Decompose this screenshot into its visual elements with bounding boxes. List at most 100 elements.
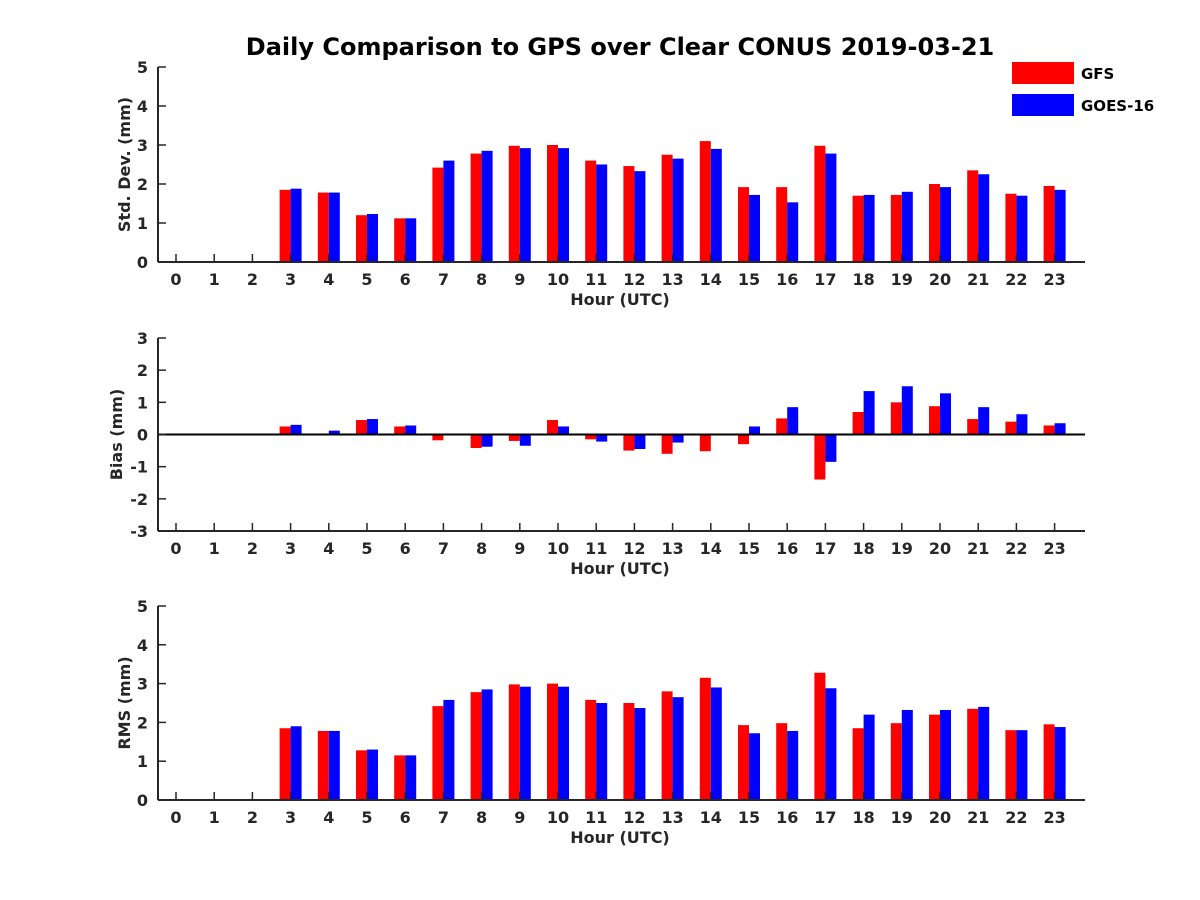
- rms-x-tick-label: 5: [361, 808, 372, 827]
- bias-bar-goes16-hour-9: [519, 434, 531, 446]
- rms-x-tick-label: 9: [514, 808, 525, 827]
- rms-bar-goes16-hour-4: [328, 730, 340, 800]
- std-bar-gfs-hour-6: [394, 218, 406, 262]
- rms-bar-goes16-hour-5: [367, 749, 378, 800]
- bias-x-tick-label: 16: [776, 539, 798, 558]
- bias-x-tick-label: 3: [285, 539, 296, 558]
- std-x-tick-label: 18: [852, 270, 874, 289]
- bias-bar-gfs-hour-13: [661, 434, 673, 454]
- bias-bar-gfs-hour-12: [623, 434, 635, 451]
- rms-bar-gfs-hour-18: [852, 728, 864, 800]
- bias-bar-goes16-hour-11: [596, 434, 608, 442]
- std-x-tick-label: 9: [514, 270, 525, 289]
- std-bar-goes16-hour-11: [596, 164, 608, 262]
- rms-x-tick-label: 22: [1005, 808, 1027, 827]
- rms-bar-gfs-hour-23: [1043, 724, 1055, 800]
- std-x-tick-label: 7: [438, 270, 449, 289]
- rms-bar-goes16-hour-7: [443, 699, 455, 800]
- rms-bar-goes16-hour-23: [1054, 727, 1066, 800]
- std-bar-gfs-hour-5: [356, 215, 367, 262]
- std-x-tick-label: 0: [170, 270, 181, 289]
- rms-bar-gfs-hour-17: [814, 672, 826, 800]
- std-x-tick-label: 23: [1043, 270, 1065, 289]
- bias-x-tick-label: 22: [1005, 539, 1027, 558]
- std-x-axis-label: Hour (UTC): [570, 290, 670, 309]
- bias-bar-goes16-hour-15: [749, 426, 760, 435]
- bias-y-tick-label: 0: [137, 426, 148, 445]
- bias-bar-goes16-hour-23: [1054, 423, 1066, 435]
- std-bar-goes16-hour-13: [672, 158, 684, 262]
- std-bar-gfs-hour-10: [547, 145, 558, 262]
- rms-bar-goes16-hour-20: [940, 709, 951, 800]
- bias-bar-gfs-hour-7: [432, 434, 444, 441]
- rms-bar-gfs-hour-15: [738, 725, 749, 800]
- rms-bar-goes16-hour-19: [901, 709, 913, 800]
- bias-bar-gfs-hour-18: [852, 411, 864, 435]
- bias-x-tick-label: 10: [547, 539, 569, 558]
- bias-bar-goes16-hour-22: [1016, 414, 1028, 435]
- bias-x-tick-label: 19: [891, 539, 913, 558]
- bias-y-tick-label: 1: [137, 393, 148, 412]
- std-bar-gfs-hour-8: [470, 153, 482, 262]
- std-x-tick-label: 16: [776, 270, 798, 289]
- bias-bar-goes16-hour-19: [901, 386, 913, 435]
- bias-bar-gfs-hour-3: [279, 426, 291, 435]
- rms-x-tick-label: 10: [547, 808, 569, 827]
- rms-x-axis-label: Hour (UTC): [570, 828, 670, 847]
- rms-y-axis-label: RMS (mm): [115, 656, 134, 749]
- std-bar-goes16-hour-3: [290, 188, 302, 262]
- std-y-tick-label: 2: [137, 175, 148, 194]
- std-y-tick-label: 3: [137, 136, 148, 155]
- std-bar-goes16-hour-16: [787, 202, 799, 262]
- rms-x-tick-label: 18: [852, 808, 874, 827]
- std-bar-gfs-hour-17: [814, 145, 826, 262]
- rms-y-tick-label: 0: [137, 791, 148, 810]
- rms-bar-goes16-hour-22: [1016, 730, 1028, 800]
- std-bar-goes16-hour-18: [863, 194, 875, 262]
- rms-bar-goes16-hour-11: [596, 703, 608, 800]
- rms-bar-goes16-hour-3: [290, 726, 302, 800]
- bias-bar-gfs-hour-11: [585, 434, 597, 440]
- rms-x-tick-label: 16: [776, 808, 798, 827]
- std-bar-goes16-hour-19: [901, 191, 913, 262]
- rms-bar-goes16-hour-15: [749, 733, 760, 800]
- rms-bar-gfs-hour-12: [623, 703, 635, 800]
- rms-bar-goes16-hour-13: [672, 697, 684, 800]
- legend-swatch-gfs: [1012, 62, 1074, 84]
- rms-bar-gfs-hour-13: [661, 691, 673, 800]
- std-x-tick-label: 12: [623, 270, 645, 289]
- rms-y-tick-label: 2: [137, 713, 148, 732]
- rms-bar-goes16-hour-21: [978, 706, 990, 800]
- std-bar-gfs-hour-15: [738, 187, 749, 262]
- std-bar-gfs-hour-23: [1043, 185, 1055, 262]
- bias-bar-gfs-hour-8: [470, 434, 482, 449]
- bias-bar-gfs-hour-6: [394, 426, 406, 435]
- std-bar-goes16-hour-8: [481, 150, 493, 262]
- std-bar-goes16-hour-12: [634, 171, 646, 262]
- bias-x-tick-label: 15: [738, 539, 760, 558]
- std-x-tick-label: 13: [661, 270, 683, 289]
- std-x-tick-label: 22: [1005, 270, 1027, 289]
- rms-bar-goes16-hour-6: [405, 755, 417, 800]
- std-x-tick-label: 4: [323, 270, 334, 289]
- rms-x-tick-label: 21: [967, 808, 989, 827]
- rms-x-tick-label: 2: [247, 808, 258, 827]
- legend-label-gfs: GFS: [1081, 65, 1114, 83]
- std-bar-gfs-hour-21: [967, 170, 979, 262]
- bias-bar-goes16-hour-16: [787, 407, 799, 435]
- bias-x-tick-label: 6: [400, 539, 411, 558]
- bias-bar-gfs-hour-20: [929, 406, 940, 435]
- std-y-tick-label: 4: [137, 97, 148, 116]
- std-x-tick-label: 21: [967, 270, 989, 289]
- bias-bar-goes16-hour-12: [634, 434, 646, 449]
- std-x-tick-label: 2: [247, 270, 258, 289]
- bias-y-axis-label: Bias (mm): [107, 389, 126, 481]
- std-y-axis-label: Std. Dev. (mm): [115, 97, 134, 232]
- std-bar-gfs-hour-12: [623, 166, 635, 262]
- std-bar-goes16-hour-7: [443, 160, 455, 262]
- std-bar-goes16-hour-22: [1016, 195, 1028, 262]
- std-bar-gfs-hour-20: [929, 184, 940, 262]
- rms-x-tick-label: 17: [814, 808, 836, 827]
- bias-bar-goes16-hour-17: [825, 434, 837, 462]
